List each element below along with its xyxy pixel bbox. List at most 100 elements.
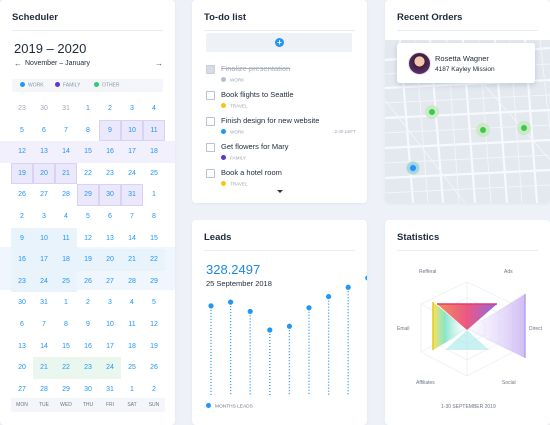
calendar-day[interactable]: 6 <box>20 320 24 328</box>
calendar-day[interactable]: 31 <box>62 105 70 112</box>
calendar-day[interactable]: 18 <box>128 342 136 350</box>
calendar-day[interactable]: 1 <box>86 105 90 112</box>
calendar-day[interactable]: 27 <box>106 277 114 285</box>
calendar-day[interactable]: 16 <box>11 249 33 271</box>
calendar-day[interactable]: 3 <box>130 105 134 112</box>
calendar-day[interactable]: 6 <box>42 126 46 134</box>
calendar-day[interactable]: 1 <box>130 385 134 393</box>
calendar-day[interactable]: 23 <box>106 169 114 177</box>
calendar-day[interactable]: 12 <box>84 234 92 242</box>
chevron-left-icon[interactable]: ← <box>14 59 22 68</box>
calendar-day[interactable]: 8 <box>86 126 90 134</box>
calendar-day[interactable]: 9 <box>99 119 121 142</box>
calendar-day[interactable]: 5 <box>20 126 24 134</box>
calendar-day[interactable]: 26 <box>84 277 92 285</box>
calendar-day[interactable]: 27 <box>18 385 26 393</box>
calendar-day[interactable]: 16 <box>106 148 114 156</box>
calendar-day[interactable]: 6 <box>108 212 112 220</box>
calendar-day[interactable]: 4 <box>130 299 134 307</box>
task-checkbox[interactable] <box>206 91 215 100</box>
calendar-day[interactable]: 11 <box>143 119 165 142</box>
calendar-day[interactable]: 21 <box>55 162 77 185</box>
calendar-day[interactable]: 25 <box>128 364 136 372</box>
calendar-day[interactable]: 2 <box>20 212 24 220</box>
calendar-day[interactable]: 20 <box>33 162 55 185</box>
calendar-day[interactable]: 2 <box>108 105 112 112</box>
calendar-day[interactable]: 17 <box>106 342 114 350</box>
calendar-day[interactable]: 8 <box>152 212 156 220</box>
calendar-day[interactable]: 29 <box>62 385 70 393</box>
calendar-day[interactable]: 13 <box>106 234 114 242</box>
calendar-day[interactable]: 10 <box>106 320 114 328</box>
calendar-day[interactable]: 7 <box>130 212 134 220</box>
calendar-day[interactable]: 31 <box>40 299 48 307</box>
calendar-day[interactable]: 15 <box>84 148 92 156</box>
calendar-day[interactable]: 19 <box>150 342 158 350</box>
calendar-day[interactable]: 11 <box>128 320 136 328</box>
calendar-day[interactable]: 30 <box>84 385 92 393</box>
order-card[interactable]: Rosetta Wagner 4187 Kayley Mission <box>397 43 535 83</box>
calendar-day[interactable]: 21 <box>33 357 55 379</box>
calendar-day[interactable]: 19 <box>77 249 99 271</box>
calendar-day[interactable]: 12 <box>150 320 158 328</box>
calendar-day[interactable]: 16 <box>84 342 92 350</box>
calendar-day[interactable]: 1 <box>64 299 68 307</box>
calendar-day[interactable]: 19 <box>11 162 33 185</box>
calendar-day[interactable]: 8 <box>64 320 68 328</box>
calendar-day[interactable]: 9 <box>86 320 90 328</box>
calendar-day[interactable]: 20 <box>18 364 26 372</box>
calendar-day[interactable]: 28 <box>40 385 48 393</box>
calendar-day[interactable]: 28 <box>128 277 136 285</box>
calendar-day[interactable]: 23 <box>77 357 99 379</box>
calendar-day[interactable]: 14 <box>62 148 70 156</box>
calendar-day[interactable]: 17 <box>33 249 55 271</box>
calendar-day[interactable]: 9 <box>11 227 33 250</box>
calendar-day[interactable]: 22 <box>143 249 165 271</box>
calendar-day[interactable]: 26 <box>18 191 26 199</box>
chevron-down-icon[interactable] <box>277 190 283 193</box>
calendar-day[interactable]: 5 <box>152 299 156 307</box>
calendar-day[interactable]: 30 <box>18 299 26 307</box>
calendar-day[interactable]: 31 <box>106 385 114 393</box>
chevron-right-icon[interactable]: → <box>155 59 163 68</box>
calendar-day[interactable]: 3 <box>108 299 112 307</box>
calendar-day[interactable]: 21 <box>121 249 143 271</box>
calendar-day[interactable]: 14 <box>128 234 136 242</box>
calendar-day[interactable]: 15 <box>150 234 158 242</box>
calendar-day[interactable]: 7 <box>64 126 68 134</box>
calendar-day[interactable]: 13 <box>18 342 26 350</box>
calendar-day[interactable]: 2 <box>86 299 90 307</box>
calendar-day[interactable]: 29 <box>77 184 99 206</box>
calendar-day[interactable]: 14 <box>40 342 48 350</box>
calendar-day[interactable]: 24 <box>99 357 121 379</box>
calendar-day[interactable]: 18 <box>150 148 158 156</box>
calendar-day[interactable]: 18 <box>55 249 77 271</box>
calendar-day[interactable]: 13 <box>40 148 48 156</box>
calendar-day[interactable]: 23 <box>11 270 33 293</box>
calendar-day[interactable]: 29 <box>150 277 158 285</box>
calendar-day[interactable]: 24 <box>33 270 55 293</box>
calendar-day[interactable]: 10 <box>33 227 55 250</box>
calendar-day[interactable]: 15 <box>62 342 70 350</box>
calendar-day[interactable]: 20 <box>99 249 121 271</box>
calendar-day[interactable]: 5 <box>86 212 90 220</box>
calendar-day[interactable]: 30 <box>99 184 121 206</box>
calendar-day[interactable]: 3 <box>42 212 46 220</box>
task-checkbox[interactable] <box>206 143 215 152</box>
calendar-day[interactable]: 26 <box>150 364 158 372</box>
task-checkbox[interactable] <box>206 65 215 74</box>
calendar-day[interactable]: 17 <box>128 148 136 156</box>
calendar-day[interactable]: 23 <box>18 105 26 112</box>
calendar-day[interactable]: 27 <box>40 191 48 199</box>
calendar-day[interactable]: 25 <box>150 169 158 177</box>
calendar-day[interactable]: 10 <box>121 119 143 142</box>
calendar-day[interactable]: 25 <box>55 270 77 293</box>
calendar-day[interactable]: 7 <box>42 320 46 328</box>
calendar-day[interactable]: 28 <box>62 191 70 199</box>
add-task-button[interactable]: + <box>206 33 352 52</box>
calendar-day[interactable]: 31 <box>121 184 143 206</box>
calendar-day[interactable]: 22 <box>55 357 77 379</box>
calendar-day[interactable]: 12 <box>18 148 26 156</box>
calendar-day[interactable]: 30 <box>40 105 48 112</box>
calendar-day[interactable]: 2 <box>152 385 156 393</box>
